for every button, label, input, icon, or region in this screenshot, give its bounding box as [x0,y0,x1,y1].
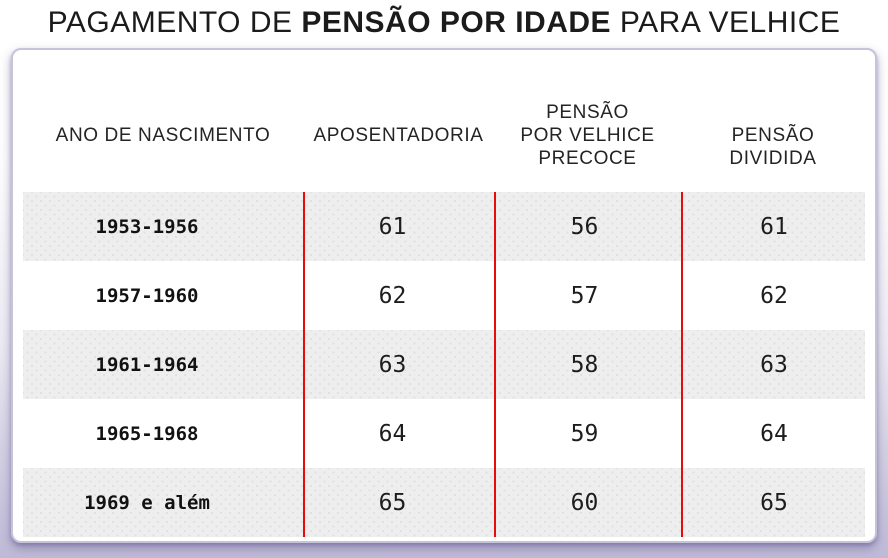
cell-aposentadoria: 62 [303,261,494,330]
cell-pensao-dividida: 61 [681,192,865,261]
cell-pensao-dividida: 65 [681,468,865,537]
cell-birth-years: 1965-1968 [95,422,199,445]
column-header-pensao-por-velhice-precoce: PENSÃO POR VELHICE PRECOCE [520,101,655,169]
cell-pensao-dividida: 62 [681,261,865,330]
cell-pensao-dividida: 63 [681,330,865,399]
cell-pensao-por-velhice-precoce: 57 [494,261,681,330]
column-header-ano-de-nascimento: ANO DE NASCIMENTO [55,124,271,146]
cell-birth-years: 1969 e além [84,491,210,514]
pension-age-table-card: ANO DE NASCIMENTO APOSENTADORIA PENSÃO P… [11,48,877,543]
cell-aposentadoria: 61 [303,192,494,261]
column-header-pensao-dividida: PENSÃO DIVIDIDA [729,125,817,169]
cell-birth-years: 1957-1960 [95,284,199,307]
table-row: 1953-1956 61 56 61 [23,192,865,261]
table-body: 1953-1956 61 56 61 1957-1960 62 57 62 19… [23,192,865,537]
table-row: 1969 e além 65 60 65 [23,468,865,537]
cell-pensao-por-velhice-precoce: 59 [494,399,681,468]
cell-birth-years: 1961-1964 [95,353,199,376]
cell-aposentadoria: 64 [303,399,494,468]
column-header-aposentadoria: APOSENTADORIA [313,124,484,146]
page-title: PAGAMENTO DE PENSÃO POR IDADE PARA VELHI… [0,0,888,40]
table-row: 1961-1964 63 58 63 [23,330,865,399]
title-prefix: PAGAMENTO DE [47,6,302,39]
cell-pensao-por-velhice-precoce: 58 [494,330,681,399]
cell-aposentadoria: 65 [303,468,494,537]
cell-pensao-dividida: 64 [681,399,865,468]
table-row: 1965-1968 64 59 64 [23,399,865,468]
table-header-row: ANO DE NASCIMENTO APOSENTADORIA PENSÃO P… [23,50,865,192]
table-row: 1957-1960 62 57 62 [23,261,865,330]
cell-birth-years: 1953-1956 [95,215,199,238]
title-suffix: PARA VELHICE [611,6,841,39]
cell-pensao-por-velhice-precoce: 60 [494,468,681,537]
cell-aposentadoria: 63 [303,330,494,399]
title-highlight: PENSÃO POR IDADE [301,6,612,39]
cell-pensao-por-velhice-precoce: 56 [494,192,681,261]
